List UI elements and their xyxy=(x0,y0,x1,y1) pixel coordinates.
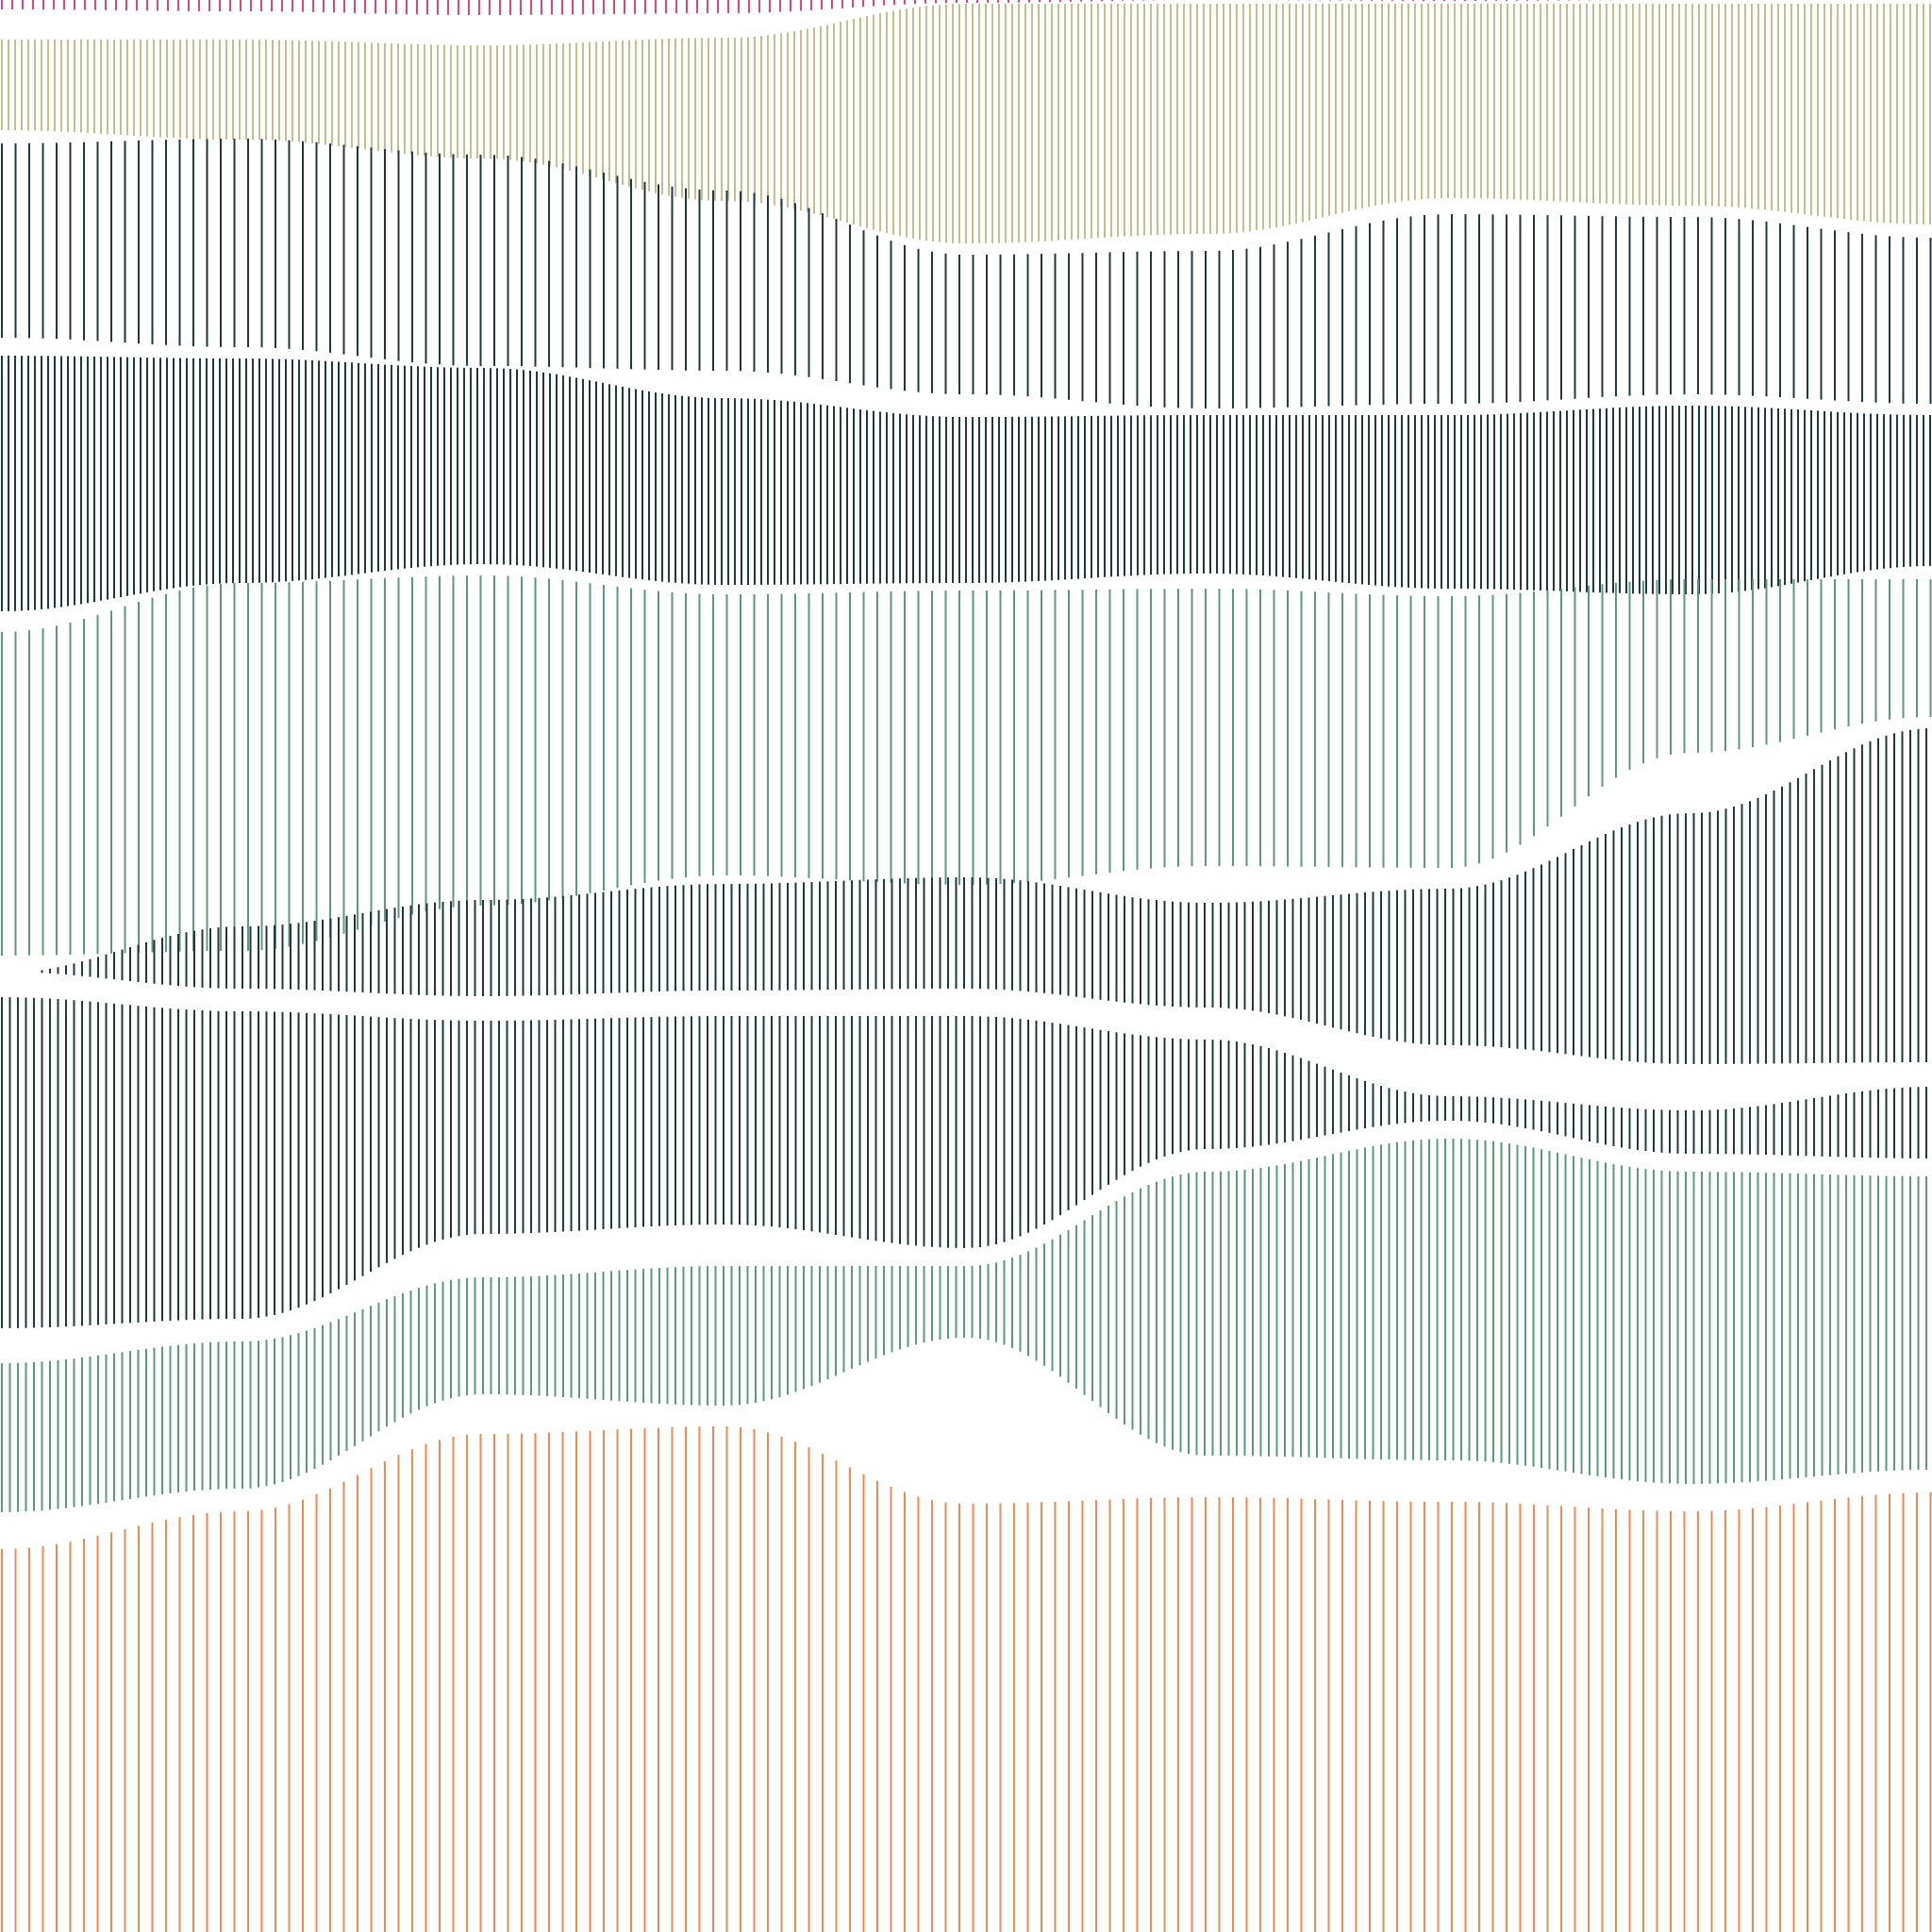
band-7-hatch xyxy=(1,997,1927,1328)
band-4-hatch xyxy=(1,356,1931,611)
band-8-hatch xyxy=(1,1139,1927,1512)
band-3-hatch xyxy=(1,139,1932,408)
band-2-hatch xyxy=(1,4,1931,243)
band-6-hatch xyxy=(41,728,1927,1064)
band-9-hatch xyxy=(1,1426,1932,1932)
band-1-hatch xyxy=(1,0,1653,15)
band-5-hatch xyxy=(1,575,1932,956)
